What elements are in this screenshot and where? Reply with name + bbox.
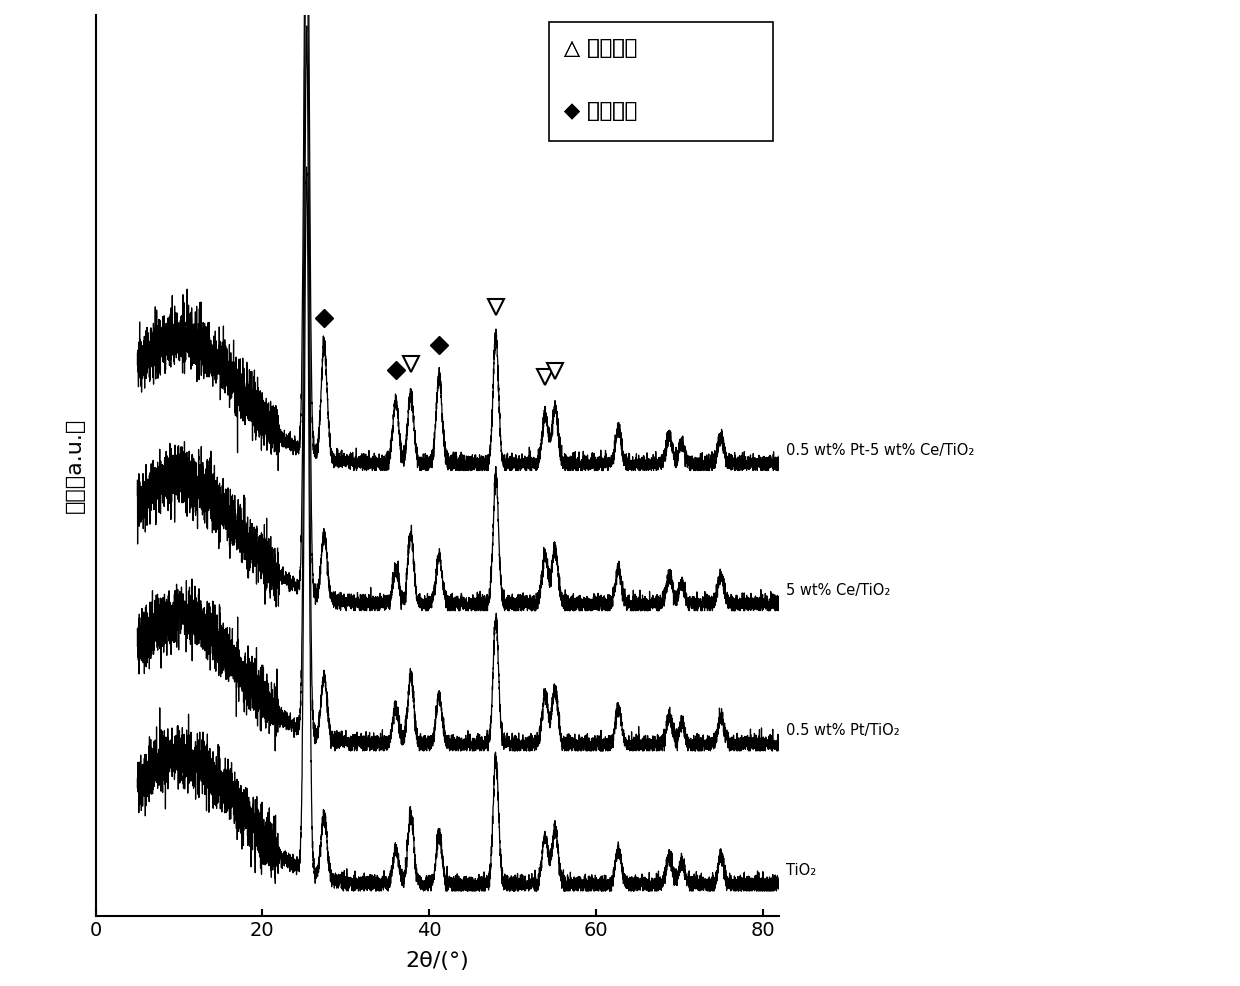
Text: 0.5 wt% Pt-5 wt% Ce/TiO₂: 0.5 wt% Pt-5 wt% Ce/TiO₂ <box>786 443 975 458</box>
Text: 5 wt% Ce/TiO₂: 5 wt% Ce/TiO₂ <box>786 583 890 599</box>
Text: 0.5 wt% Pt/TiO₂: 0.5 wt% Pt/TiO₂ <box>786 724 900 739</box>
FancyBboxPatch shape <box>549 23 773 141</box>
X-axis label: 2θ/(°): 2θ/(°) <box>405 951 470 971</box>
Text: ◆ 金红石相: ◆ 金红石相 <box>564 101 637 120</box>
Text: ◆ 金红石相: ◆ 金红石相 <box>564 101 637 120</box>
Text: TiO₂: TiO₂ <box>786 864 816 879</box>
Y-axis label: 峰强（a.u.）: 峰强（a.u.） <box>64 418 84 513</box>
Text: △ 锐钓矿相: △ 锐钓矿相 <box>564 37 637 57</box>
Text: △ 锐钓矿相: △ 锐钓矿相 <box>564 37 637 57</box>
